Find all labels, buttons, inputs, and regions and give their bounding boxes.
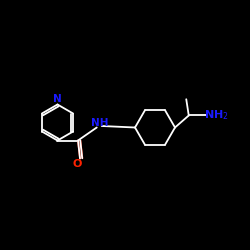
Text: NH: NH	[91, 118, 108, 128]
Text: O: O	[72, 159, 82, 169]
Text: N: N	[53, 94, 62, 104]
Text: NH$_2$: NH$_2$	[204, 108, 229, 122]
